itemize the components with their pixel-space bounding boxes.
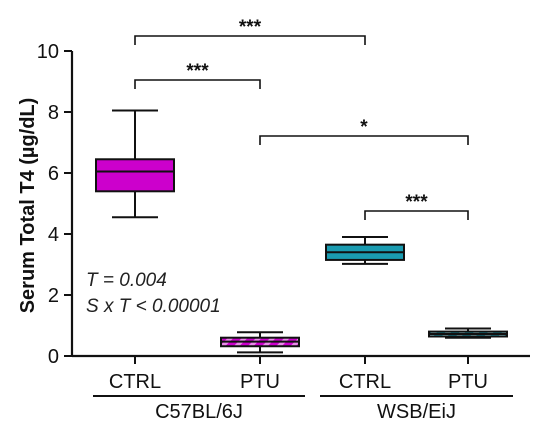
- y-axis-label: Serum Total T4 (µg/dL): [17, 98, 39, 314]
- group-label: C57BL/6J: [155, 401, 243, 423]
- significance-label: ***: [186, 61, 209, 82]
- group-label: WSB/EiJ: [377, 401, 456, 423]
- box-c57bl6j-ctrl: [95, 109, 175, 219]
- stats-annotation: S x T < 0.00001: [86, 296, 221, 317]
- bracket-line: [134, 79, 261, 89]
- significance-bracket: *: [259, 117, 469, 145]
- stats-annotation: T = 0.004: [86, 270, 167, 291]
- y-tick-label: 6: [48, 163, 59, 185]
- significance-bracket: ***: [134, 17, 366, 45]
- boxes: [95, 109, 508, 354]
- x-category-label: CTRL: [109, 371, 161, 393]
- bracket-line: [364, 210, 469, 220]
- x-category-label: PTU: [448, 371, 488, 393]
- box-wsbeij-ptu: [428, 327, 508, 339]
- y-tick-label: 4: [48, 224, 59, 246]
- significance-label: ***: [239, 17, 262, 38]
- y-tick-label: 8: [48, 102, 59, 124]
- significance-bracket: ***: [364, 192, 469, 220]
- significance-brackets: **********: [134, 17, 469, 220]
- iqr-box: [95, 158, 175, 193]
- y-tick-label: 2: [48, 285, 59, 307]
- box-c57bl6j-ptu: [220, 331, 300, 354]
- x-category-label: CTRL: [339, 371, 391, 393]
- bracket-line: [134, 35, 366, 45]
- bracket-line: [259, 135, 469, 145]
- labels: Serum Total T4 (µg/dL) CTRL PTU CTRL PTU C57B…: [17, 98, 513, 423]
- significance-bracket: ***: [134, 61, 261, 89]
- y-tick-label: 0: [48, 346, 59, 368]
- box-wsbeij-ctrl: [325, 236, 405, 265]
- axes: 0 2 4 6 8 10: [37, 41, 530, 368]
- significance-label: *: [360, 117, 368, 138]
- significance-label: ***: [405, 192, 428, 213]
- y-tick-label: 10: [37, 41, 59, 63]
- x-category-label: PTU: [240, 371, 280, 393]
